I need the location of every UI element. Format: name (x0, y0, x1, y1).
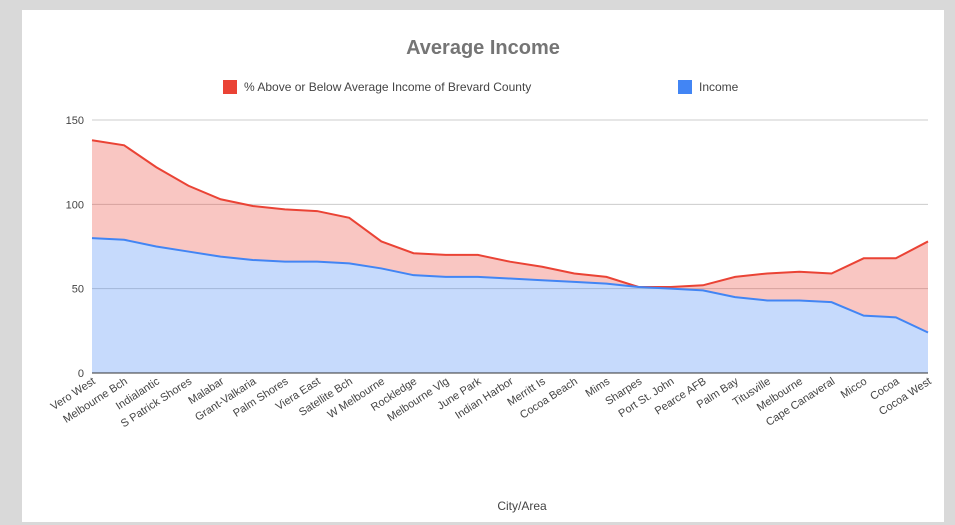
legend-label-income: Income (699, 80, 739, 94)
area-income (92, 238, 928, 373)
area-chart: Average Income % Above or Below Average … (49, 37, 934, 513)
line-income (91, 237, 929, 334)
legend-swatch-income (678, 80, 692, 94)
y-tick-label: 50 (72, 284, 84, 296)
legend-label-above-below: % Above or Below Average Income of Breva… (244, 80, 531, 94)
legend: % Above or Below Average Income of Breva… (223, 80, 739, 94)
chart-title: Average Income (406, 37, 560, 59)
series-areas (91, 139, 929, 374)
chart-card: Average Income % Above or Below Average … (22, 10, 944, 522)
y-axis-ticks: 0 50 100 150 (66, 115, 84, 380)
x-axis-title: City/Area (497, 499, 547, 513)
y-tick-label: 150 (66, 115, 84, 127)
y-tick-label: 0 (78, 368, 84, 380)
x-tick-label: Micco (839, 375, 870, 401)
area-above-below (92, 140, 928, 333)
y-tick-label: 100 (66, 199, 84, 211)
line-above-below (91, 139, 929, 288)
legend-swatch-above-below (223, 80, 237, 94)
